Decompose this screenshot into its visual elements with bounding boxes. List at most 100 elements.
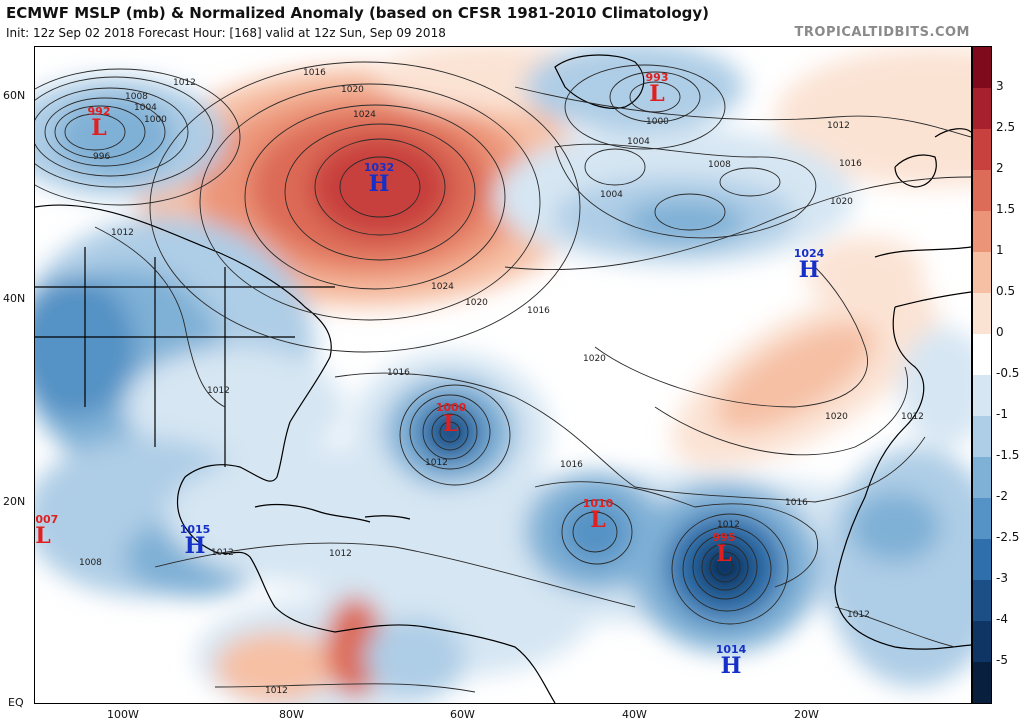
isobar-label: 1012	[329, 549, 352, 559]
system-value: 995	[712, 531, 736, 544]
system-value: 992	[87, 105, 111, 118]
isobar-labels: 1012 1008 1004 1000 996 1016 1020 1024 1…	[79, 68, 924, 696]
colorbar-label: -4	[996, 612, 1008, 626]
colorbar-swatch	[973, 170, 991, 212]
lat-label-60n: 60N	[3, 89, 26, 102]
colorbar-label: 1	[996, 243, 1004, 257]
isobar-label: 1020	[465, 298, 488, 308]
colorbar-swatch	[973, 334, 991, 376]
system-high-1014: 1014 H	[709, 643, 753, 679]
isobar-label: 1012	[827, 121, 850, 131]
colorbar-swatch	[973, 621, 991, 663]
system-value: 1000	[435, 401, 467, 414]
isobar-label: 1016	[303, 68, 326, 78]
colorbar-label: -5	[996, 653, 1008, 667]
colorbar	[972, 46, 992, 704]
system-low-993: 993 L	[637, 71, 677, 107]
system-letter: L	[443, 411, 459, 437]
isobar-label: 1016	[387, 368, 410, 378]
lat-label-40n: 40N	[3, 292, 26, 305]
colorbar-label: 0.5	[996, 284, 1016, 298]
colorbar-swatch	[973, 293, 991, 335]
lon-label-20w: 20W	[794, 708, 819, 721]
system-high-1024: 1024 H	[787, 247, 831, 283]
isobar-label: 1008	[708, 160, 731, 170]
isobar-label: 1012	[211, 548, 234, 558]
colorbar-label: 1.5	[996, 202, 1016, 216]
lon-label-40w: 40W	[622, 708, 647, 721]
isobar-label: 1012	[425, 458, 448, 468]
system-value: 1007	[35, 513, 59, 526]
isobar-label: 1016	[839, 159, 862, 169]
isobar-label: 1012	[173, 78, 196, 88]
isobar-label: 1020	[583, 354, 606, 364]
isobar-label: 1020	[825, 412, 848, 422]
isobar-label: 1016	[527, 306, 550, 316]
isobar-label: 1012	[847, 610, 870, 620]
system-letter: L	[716, 541, 732, 567]
coastlines	[35, 54, 971, 703]
system-letter: H	[184, 533, 206, 559]
system-letter: L	[35, 523, 51, 549]
colorbar-swatch	[973, 375, 991, 417]
isobar-label: 1024	[353, 110, 376, 120]
isobar-label: 1012	[111, 228, 134, 238]
colorbar-swatch	[973, 252, 991, 294]
isobar-label: 1012	[901, 412, 924, 422]
isobar-label: 1004	[627, 137, 650, 147]
isobar-label: 996	[93, 152, 110, 162]
colorbar-swatch	[973, 47, 991, 89]
lat-label-20n: 20N	[3, 495, 26, 508]
colorbar-swatch	[973, 662, 991, 703]
colorbar-label: -1.5	[996, 448, 1020, 462]
colorbar-label: 2	[996, 161, 1004, 175]
colorbar-label: -0.5	[996, 366, 1020, 380]
colorbar-swatch	[973, 211, 991, 253]
isobar-label: 1012	[265, 686, 288, 696]
colorbar-label: 3	[996, 79, 1004, 93]
system-letter: H	[720, 653, 742, 679]
colorbar-label: 0	[996, 325, 1004, 339]
isobar-label: 1012	[717, 520, 740, 530]
map-canvas: 1012 1008 1004 1000 996 1016 1020 1024 1…	[35, 47, 971, 703]
isobar-label: 1004	[134, 103, 157, 113]
isobar-label: 1000	[646, 117, 669, 127]
colorbar-label: -2.5	[996, 530, 1020, 544]
isobars	[35, 61, 971, 693]
colorbar-label: -2	[996, 489, 1008, 503]
system-high-1032: 1032 H	[357, 161, 401, 197]
colorbar-swatch	[973, 416, 991, 458]
system-value: 1024	[793, 247, 825, 260]
isobar-label: 1020	[341, 85, 364, 95]
system-letter: L	[590, 507, 606, 533]
system-value: 1014	[715, 643, 747, 656]
lon-label-60w: 60W	[450, 708, 475, 721]
isobar-label: 1016	[560, 460, 583, 470]
anomaly-map[interactable]: 1012 1008 1004 1000 996 1016 1020 1024 1…	[34, 46, 972, 704]
colorbar-label: -1	[996, 407, 1008, 421]
system-value: 1032	[363, 161, 395, 174]
system-low-1007: 1007 L	[35, 513, 63, 549]
isobar-label: 1016	[785, 498, 808, 508]
colorbar-swatch	[973, 88, 991, 130]
system-low-1010: 1010 L	[576, 497, 620, 533]
isobar-label: 1012	[207, 386, 230, 396]
system-value: 993	[645, 71, 669, 84]
system-value: 1015	[179, 523, 211, 536]
chart-title: ECMWF MSLP (mb) & Normalized Anomaly (ba…	[6, 4, 710, 22]
system-low-1000: 1000 L	[429, 401, 473, 437]
system-letter: H	[368, 171, 390, 197]
system-letter: H	[798, 257, 820, 283]
colorbar-swatch	[973, 457, 991, 499]
system-letter: L	[91, 115, 107, 141]
isobar-label: 1004	[600, 190, 623, 200]
colorbar-label: 2.5	[996, 120, 1016, 134]
system-value: 1010	[582, 497, 614, 510]
system-letter: L	[649, 81, 665, 107]
lon-label-80w: 80W	[279, 708, 304, 721]
colorbar-swatch	[973, 580, 991, 622]
colorbar-label: -3	[996, 571, 1008, 585]
brand-watermark[interactable]: TROPICALTIDBITS.COM	[794, 25, 970, 40]
colorbar-swatch	[973, 539, 991, 581]
lat-label-eq: EQ	[8, 696, 24, 709]
